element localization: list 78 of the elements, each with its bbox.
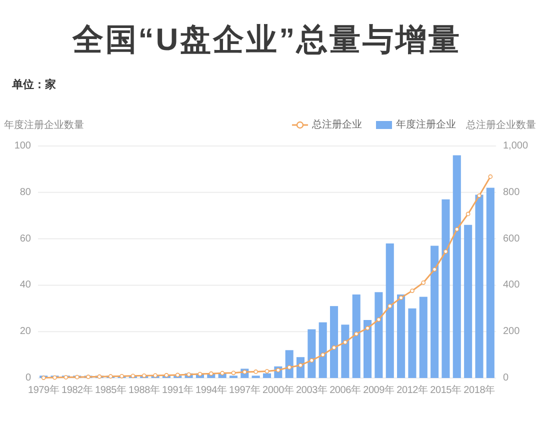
y2-tick-label: 600	[503, 233, 520, 244]
point	[376, 317, 381, 322]
y-tick-label: 60	[20, 233, 32, 244]
bar	[430, 246, 439, 378]
y2label: 总注册企业数量	[466, 120, 536, 131]
legend-label: 年度注册企业	[396, 118, 456, 130]
bar	[262, 373, 272, 378]
title: 全国“U盘企业”总量与增量	[72, 22, 462, 57]
point	[466, 212, 470, 216]
bar	[419, 296, 428, 378]
point	[175, 372, 180, 378]
x-tick-label: 1997年	[229, 384, 260, 396]
point	[488, 174, 493, 179]
bar	[408, 308, 416, 378]
y-tick-label: 20	[20, 326, 32, 338]
point	[332, 345, 336, 350]
point	[153, 373, 158, 378]
point	[309, 358, 314, 363]
bar	[464, 224, 472, 378]
bar	[397, 294, 406, 378]
bar	[308, 329, 316, 378]
ylabel: 年度注册企业数量	[4, 120, 84, 131]
x-tick-label: 2018年	[464, 384, 496, 396]
x-tick-label: 1988年	[128, 384, 160, 396]
subtitle: 单位：家	[12, 79, 56, 91]
point	[454, 227, 460, 232]
x-tick-label: 2006年	[330, 384, 362, 396]
x-tick-label: 1994年	[196, 384, 227, 396]
point	[365, 326, 370, 330]
x-tick-label: 2015年	[430, 384, 462, 396]
point	[142, 373, 146, 378]
y2-tick-label: 200	[503, 326, 520, 338]
point	[432, 267, 437, 272]
y-tick-label: 80	[20, 186, 32, 198]
x-tick-label: 1979年	[28, 384, 60, 396]
bar	[452, 155, 461, 378]
bar	[364, 320, 372, 378]
point	[388, 304, 392, 308]
bar	[374, 292, 383, 378]
legend-label: 总注册企业	[311, 118, 362, 130]
bar	[442, 199, 450, 378]
point	[444, 249, 448, 254]
x-tick-label: 1991年	[162, 384, 194, 396]
point	[220, 370, 225, 376]
point	[287, 365, 292, 370]
x-tick-label: 2000年	[262, 384, 294, 396]
y2-tick-label: 800	[503, 186, 520, 198]
x-tick-label: 1985年	[94, 384, 126, 396]
point	[398, 296, 404, 300]
x-tick-label: 2003年	[296, 384, 328, 396]
bar	[341, 324, 350, 378]
bar	[475, 194, 484, 378]
y-tick-label: 100	[14, 140, 32, 152]
bar	[330, 306, 338, 378]
y2-tick-label: 400	[503, 280, 520, 291]
point	[421, 280, 426, 285]
y-tick-label: 0	[25, 372, 32, 384]
x-tick-label: 2009年	[363, 384, 395, 396]
bar	[318, 322, 327, 378]
point	[410, 288, 414, 293]
y2-tick-label: 0	[503, 372, 509, 384]
point	[254, 370, 258, 374]
bar	[486, 188, 494, 378]
point	[354, 332, 359, 336]
point	[264, 369, 270, 374]
bar	[285, 350, 294, 378]
point	[164, 373, 169, 378]
point	[342, 340, 348, 344]
x-tick-label: 1982年	[61, 384, 93, 396]
point	[477, 193, 482, 198]
point	[231, 370, 236, 376]
bar	[352, 294, 360, 378]
point	[298, 363, 303, 368]
bar	[386, 243, 394, 378]
point	[320, 352, 326, 357]
y2-tick-label: 1,000	[503, 140, 528, 152]
y-tick-label: 40	[20, 280, 32, 291]
x-tick-label: 2012年	[396, 384, 428, 396]
